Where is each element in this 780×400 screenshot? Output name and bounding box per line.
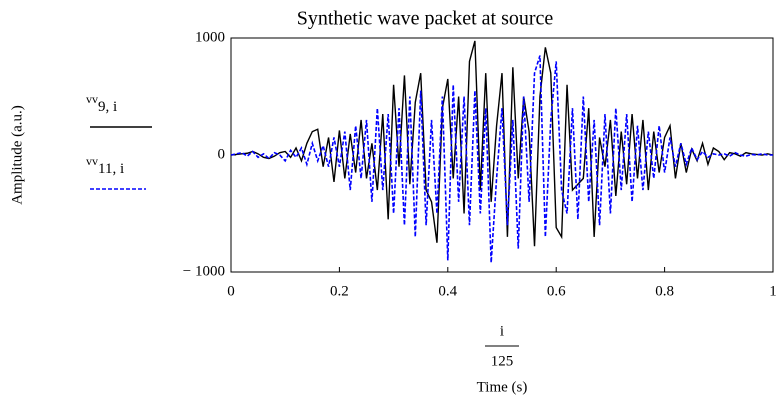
x-tick-label: 0.8 — [655, 283, 674, 299]
chart-title: Synthetic wave packet at source — [297, 8, 554, 30]
x-tick-label: 0 — [227, 283, 235, 299]
y-tick-label: − 1000 — [183, 263, 225, 279]
series-line — [230, 55, 773, 263]
x-axis-label: Time (s) — [477, 379, 528, 395]
legend-name: vv — [86, 154, 98, 168]
x-tick-label: 0.6 — [547, 283, 566, 299]
legend-name: vv — [86, 92, 98, 106]
y-tick-label: 0 — [218, 146, 226, 162]
x-tick-label: 0.2 — [330, 283, 349, 299]
legend-label: vv9, i — [86, 92, 117, 116]
legend-subscript: 9, i — [98, 99, 117, 115]
x-tick-label: 1 — [769, 283, 777, 299]
x-tick-label: 0.4 — [438, 283, 457, 299]
x-label-numerator: i — [500, 323, 504, 339]
legend-subscript: 11, i — [98, 161, 124, 177]
y-axis-label: Amplitude (a.u.) — [9, 105, 25, 205]
y-tick-label: 1000 — [195, 29, 225, 45]
x-label-denominator: 125 — [491, 353, 514, 369]
legend-label: vv11, i — [86, 154, 124, 178]
